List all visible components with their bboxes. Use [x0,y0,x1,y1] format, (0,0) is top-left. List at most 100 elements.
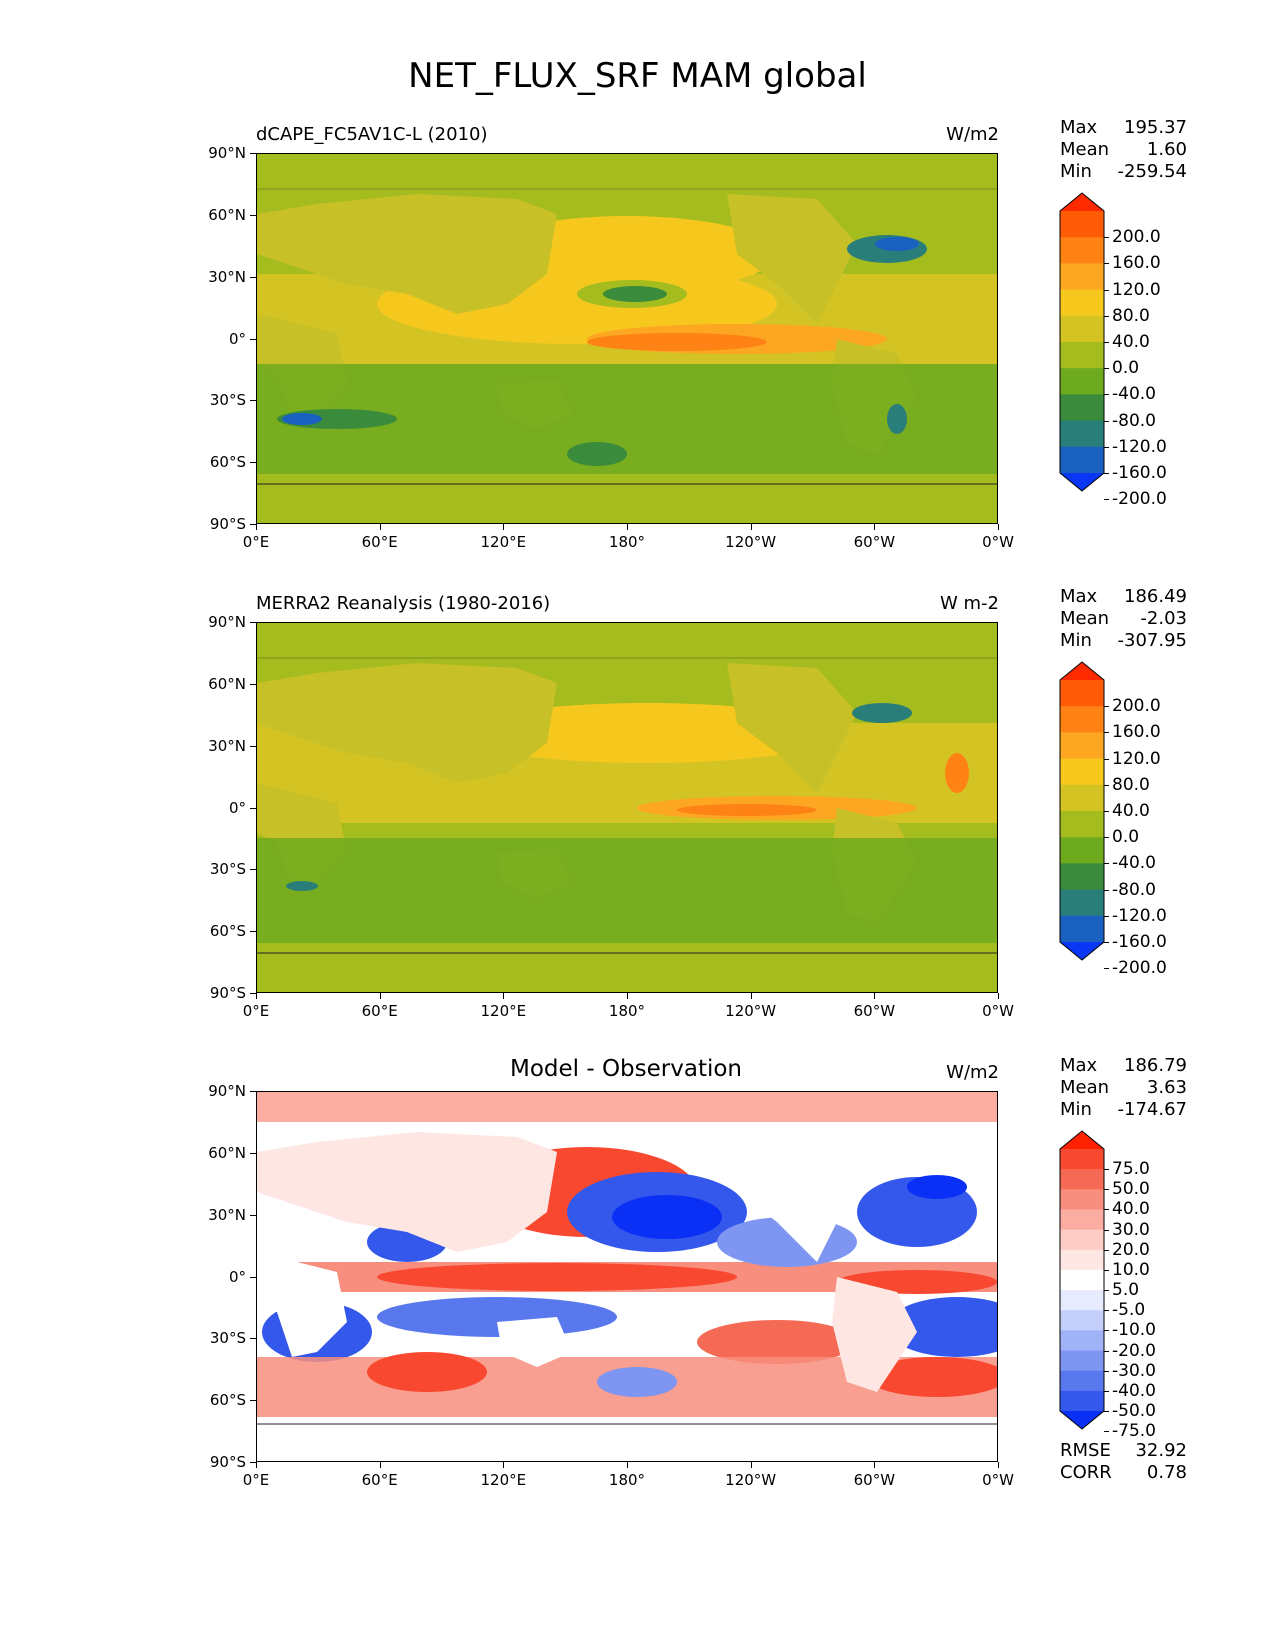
lon-tick-mark [380,1462,381,1468]
colorbar-segment [1060,316,1104,343]
mean-value: 1.60 [1147,139,1187,161]
panel2-stats: Max186.49 Mean-2.03 Min-307.95 [1060,586,1187,652]
colorbar-tick-mark [1104,732,1109,733]
colorbar-tick-label: 40.0 [1112,1199,1150,1219]
lat-tick-label: 90°N [186,144,246,162]
min-label: Min [1060,1099,1092,1121]
lon-tick-mark [256,993,257,999]
lon-tick-label: 60°W [844,1002,904,1020]
lat-tick-mark [250,400,256,401]
colorbar-tick-mark [1104,263,1109,264]
colorbar-tick-label: -40.0 [1112,853,1156,873]
lon-tick-label: 0°W [968,1002,1028,1020]
colorbar-tick-label: -5.0 [1112,1300,1145,1320]
colorbar-tick-label: 200.0 [1112,227,1161,247]
colorbar-tick-mark [1104,863,1109,864]
lon-tick-mark [503,1462,504,1468]
colorbar-tick-mark [1104,499,1109,500]
panel3-title: Model - Observation [456,1056,796,1082]
colorbar-segment [1060,680,1104,707]
max-label: Max [1060,1055,1097,1077]
colorbar-segment [1060,211,1104,238]
colorbar-tick-mark [1104,811,1109,812]
panel3-error-stats: RMSE32.92 CORR0.78 [1060,1440,1187,1484]
colorbar-segment [1060,1230,1104,1251]
colorbar-tick-mark [1104,1270,1109,1271]
colorbar-tick-mark [1104,1169,1109,1170]
lon-tick-mark [751,993,752,999]
colorbar-tick-mark [1104,421,1109,422]
lat-tick-mark [250,1215,256,1216]
min-value: -174.67 [1118,1099,1187,1121]
colorbar-tick-mark [1104,837,1109,838]
colorbar-segment [1060,237,1104,264]
colorbar-tick-label: 0.0 [1112,358,1139,378]
colorbar-segment [1060,447,1104,474]
lat-tick-mark [250,153,256,154]
colorbar-segment [1060,890,1104,917]
colorbar-bottom-extension [1060,1411,1104,1429]
colorbar-tick-mark [1104,1230,1109,1231]
lon-tick-mark [998,993,999,999]
lat-tick-label: 30°N [186,268,246,286]
lat-tick-label: 30°S [186,860,246,878]
colorbar-tick-label: 160.0 [1112,253,1161,273]
colorbar-tick-mark [1104,1330,1109,1331]
rmse-label: RMSE [1060,1440,1111,1462]
colorbar-tick-mark [1104,890,1109,891]
lat-tick-mark [250,1277,256,1278]
mean-label: Mean [1060,608,1109,630]
lon-tick-mark [256,1462,257,1468]
lon-tick-label: 0°E [226,1002,286,1020]
lon-tick-mark [380,524,381,530]
lon-tick-mark [380,993,381,999]
colorbar-segment [1060,1290,1104,1311]
lat-tick-mark [250,622,256,623]
lat-tick-label: 90°N [186,613,246,631]
colorbar-segment [1060,837,1104,864]
lon-tick-label: 0°E [226,533,286,551]
colorbar-segment [1060,759,1104,786]
min-label: Min [1060,630,1092,652]
panel2-units: W m-2 [940,593,999,614]
mean-label: Mean [1060,139,1109,161]
lat-tick-mark [250,1400,256,1401]
colorbar-tick-label: 10.0 [1112,1260,1150,1280]
max-value: 186.49 [1124,586,1187,608]
colorbar-tick-mark [1104,342,1109,343]
colorbar-tick-label: -20.0 [1112,1341,1156,1361]
colorbar-tick-mark [1104,237,1109,238]
lat-tick-mark [250,746,256,747]
colorbar-segment [1060,1209,1104,1230]
max-label: Max [1060,586,1097,608]
lat-tick-label: 30°S [186,391,246,409]
panel1-map [256,153,998,524]
lat-tick-label: 60°N [186,1144,246,1162]
lon-tick-label: 120°W [721,533,781,551]
lon-tick-label: 120°W [721,1471,781,1489]
colorbar-tick-label: 30.0 [1112,1220,1150,1240]
panel1-units: W/m2 [946,124,999,145]
lat-tick-label: 60°N [186,675,246,693]
colorbar-tick-label: -120.0 [1112,437,1167,457]
colorbar-tick-label: -80.0 [1112,880,1156,900]
colorbar-tick-label: -50.0 [1112,1401,1156,1421]
colorbar-top-extension [1060,662,1104,680]
lat-tick-mark [250,1153,256,1154]
colorbar-tick-label: -10.0 [1112,1320,1156,1340]
colorbar-tick-label: 20.0 [1112,1240,1150,1260]
colorbar-tick-mark [1104,290,1109,291]
lat-tick-label: 0° [186,330,246,348]
colorbar-tick-mark [1104,1391,1109,1392]
lat-tick-label: 90°S [186,984,246,1002]
panel3-stats: Max186.79 Mean3.63 Min-174.67 [1060,1055,1187,1121]
lon-tick-label: 60°E [350,1002,410,1020]
lat-tick-mark [250,1338,256,1339]
lat-tick-mark [250,277,256,278]
colorbar-top-extension [1060,1131,1104,1149]
colorbar-tick-mark [1104,1290,1109,1291]
lon-tick-label: 120°E [473,1471,533,1489]
figure-title: NET_FLUX_SRF MAM global [0,56,1275,96]
lon-tick-label: 0°E [226,1471,286,1489]
lat-tick-mark [250,339,256,340]
